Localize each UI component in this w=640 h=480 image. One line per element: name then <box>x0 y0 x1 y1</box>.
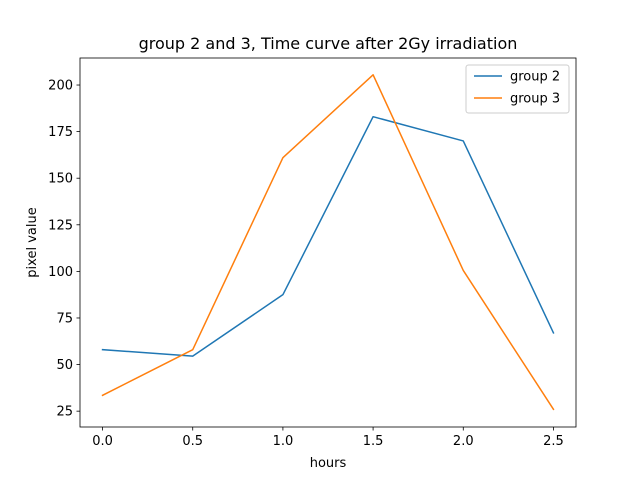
legend-label: group 2 <box>510 70 560 85</box>
y-tick-label: 200 <box>48 79 73 94</box>
plot-area: 0.0 0.5 1.0 1.5 2.0 2.5 25 50 75 100 125 150 175 200 g… <box>48 57 577 449</box>
chart-title: group 2 and 3, Time curve after 2Gy irra… <box>139 34 518 53</box>
x-axis-label: hours <box>310 456 347 471</box>
x-tick-label: 0.5 <box>182 434 203 449</box>
y-tick-label: 100 <box>48 265 73 280</box>
legend-box <box>465 64 570 114</box>
x-tick-label: 0.0 <box>92 434 113 449</box>
y-tick-label: 150 <box>48 172 73 187</box>
y-tick-label: 125 <box>48 218 73 233</box>
legend-label: group 3 <box>510 92 560 107</box>
y-axis-label: pixel value <box>25 207 40 277</box>
y-tick-label: 75 <box>56 311 73 326</box>
series-line-group-3 <box>101 74 555 411</box>
y-tick-label: 50 <box>56 358 73 373</box>
y-tick-label: 25 <box>56 405 73 420</box>
x-tick-label: 2.0 <box>453 434 474 449</box>
x-tick-label: 2.5 <box>543 434 564 449</box>
x-tick-label: 1.0 <box>273 434 294 449</box>
series-line-group-2 <box>101 115 555 357</box>
axes-frame <box>79 57 577 428</box>
x-tick-label: 1.5 <box>363 434 384 449</box>
y-tick-label: 175 <box>48 125 73 140</box>
